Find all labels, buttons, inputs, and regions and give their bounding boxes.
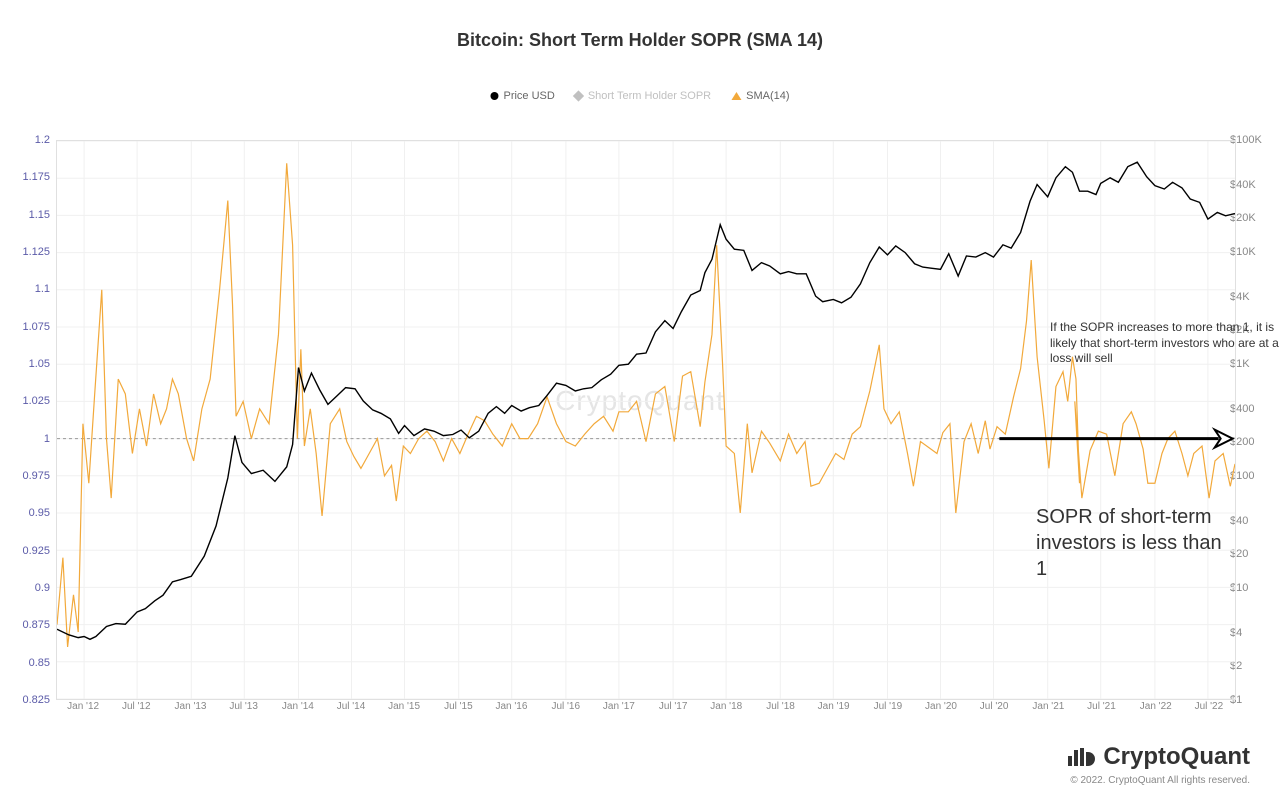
copyright: © 2022. CryptoQuant All rights reserved.: [1068, 775, 1250, 786]
logo-area: CryptoQuant © 2022. CryptoQuant All righ…: [1068, 743, 1250, 786]
y-axis-right: $1$2$4$10$20$40$100$200$400$1K$2K$4K$10K…: [1230, 140, 1270, 700]
brand-logo: CryptoQuant: [1068, 743, 1250, 771]
plot-area: [56, 140, 1236, 700]
y-axis-left: 0.8250.850.8750.90.9250.950.97511.0251.0…: [10, 140, 50, 700]
plot-svg: [57, 141, 1235, 699]
chart-title: Bitcoin: Short Term Holder SOPR (SMA 14): [457, 30, 823, 51]
brand-name: CryptoQuant: [1103, 743, 1250, 771]
legend-item: SMA(14): [731, 90, 789, 102]
logo-icon: [1068, 748, 1095, 766]
legend-item: Short Term Holder SOPR: [575, 90, 711, 102]
chart-container: Bitcoin: Short Term Holder SOPR (SMA 14)…: [0, 0, 1280, 806]
legend-item: Price USD: [490, 90, 554, 102]
annotation-sopr-increase: If the SOPR increases to more than 1, it…: [1050, 320, 1280, 367]
annotation-sopr-less-1: SOPR of short-term investors is less tha…: [1036, 504, 1236, 582]
x-axis: Jan '12Jul '12Jan '13Jul '13Jan '14Jul '…: [56, 701, 1236, 721]
legend: Price USD Short Term Holder SOPR SMA(14): [490, 90, 789, 102]
